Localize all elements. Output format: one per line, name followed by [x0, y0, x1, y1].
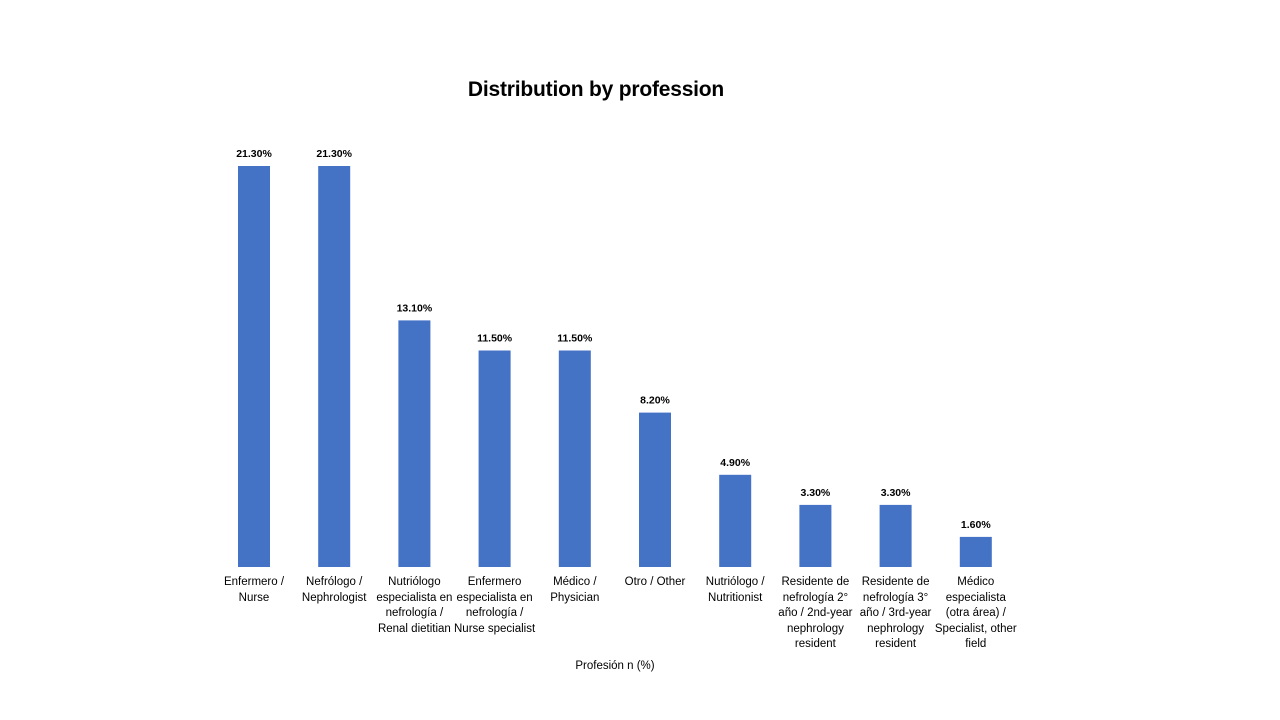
x-tick-label: Otro / Other: [624, 576, 686, 588]
bar: [959, 536, 992, 567]
bar: [639, 412, 671, 567]
bar: [799, 504, 832, 567]
bar: [558, 350, 591, 567]
bars-group: [238, 166, 992, 567]
x-tick-label: Residente de nefrología 2° año / 2nd-yea…: [778, 576, 853, 650]
data-label: 3.30%: [881, 487, 911, 499]
data-label: 8.20%: [640, 395, 670, 407]
chart-title: Distribution by profession: [467, 78, 725, 101]
x-tick-label: Enfermero especialista en nefrología / N…: [454, 576, 536, 635]
x-tick-label: Residente de nefrología 3° año / 3rd-yea…: [859, 576, 932, 650]
x-tick-label: Nefrólogo / Nephrologist: [301, 576, 367, 604]
x-axis-title: Profesión n (%): [575, 660, 655, 672]
bar: [478, 350, 511, 567]
data-label: 4.90%: [720, 457, 750, 469]
bar: [238, 166, 270, 567]
data-label: 11.50%: [477, 333, 513, 345]
data-label: 3.30%: [801, 487, 831, 499]
bar: [398, 320, 431, 567]
x-tick-label: Médico / Physician: [550, 576, 600, 604]
data-label: 13.10%: [397, 302, 433, 314]
data-label: 21.30%: [236, 148, 272, 160]
data-labels-group: 21.30% 21.30% 13.10% 11.50% 11.50% 8.20% 4.90%…: [236, 148, 991, 531]
data-label: 21.30%: [316, 148, 352, 160]
bar: [879, 504, 912, 567]
data-label: 11.50%: [557, 333, 593, 345]
data-label: 1.60%: [961, 519, 991, 531]
x-tick-label: Médico especialista (otra área) / Specia…: [934, 576, 1017, 650]
bar: [318, 166, 351, 567]
bar: [719, 474, 752, 567]
x-tick-label: Nutriólogo / Nutritionist: [705, 576, 765, 604]
x-tick-label: Enfermero / Nurse: [223, 576, 285, 604]
x-tick-label: Nutriólogo especialista en nefrología / …: [376, 576, 453, 635]
